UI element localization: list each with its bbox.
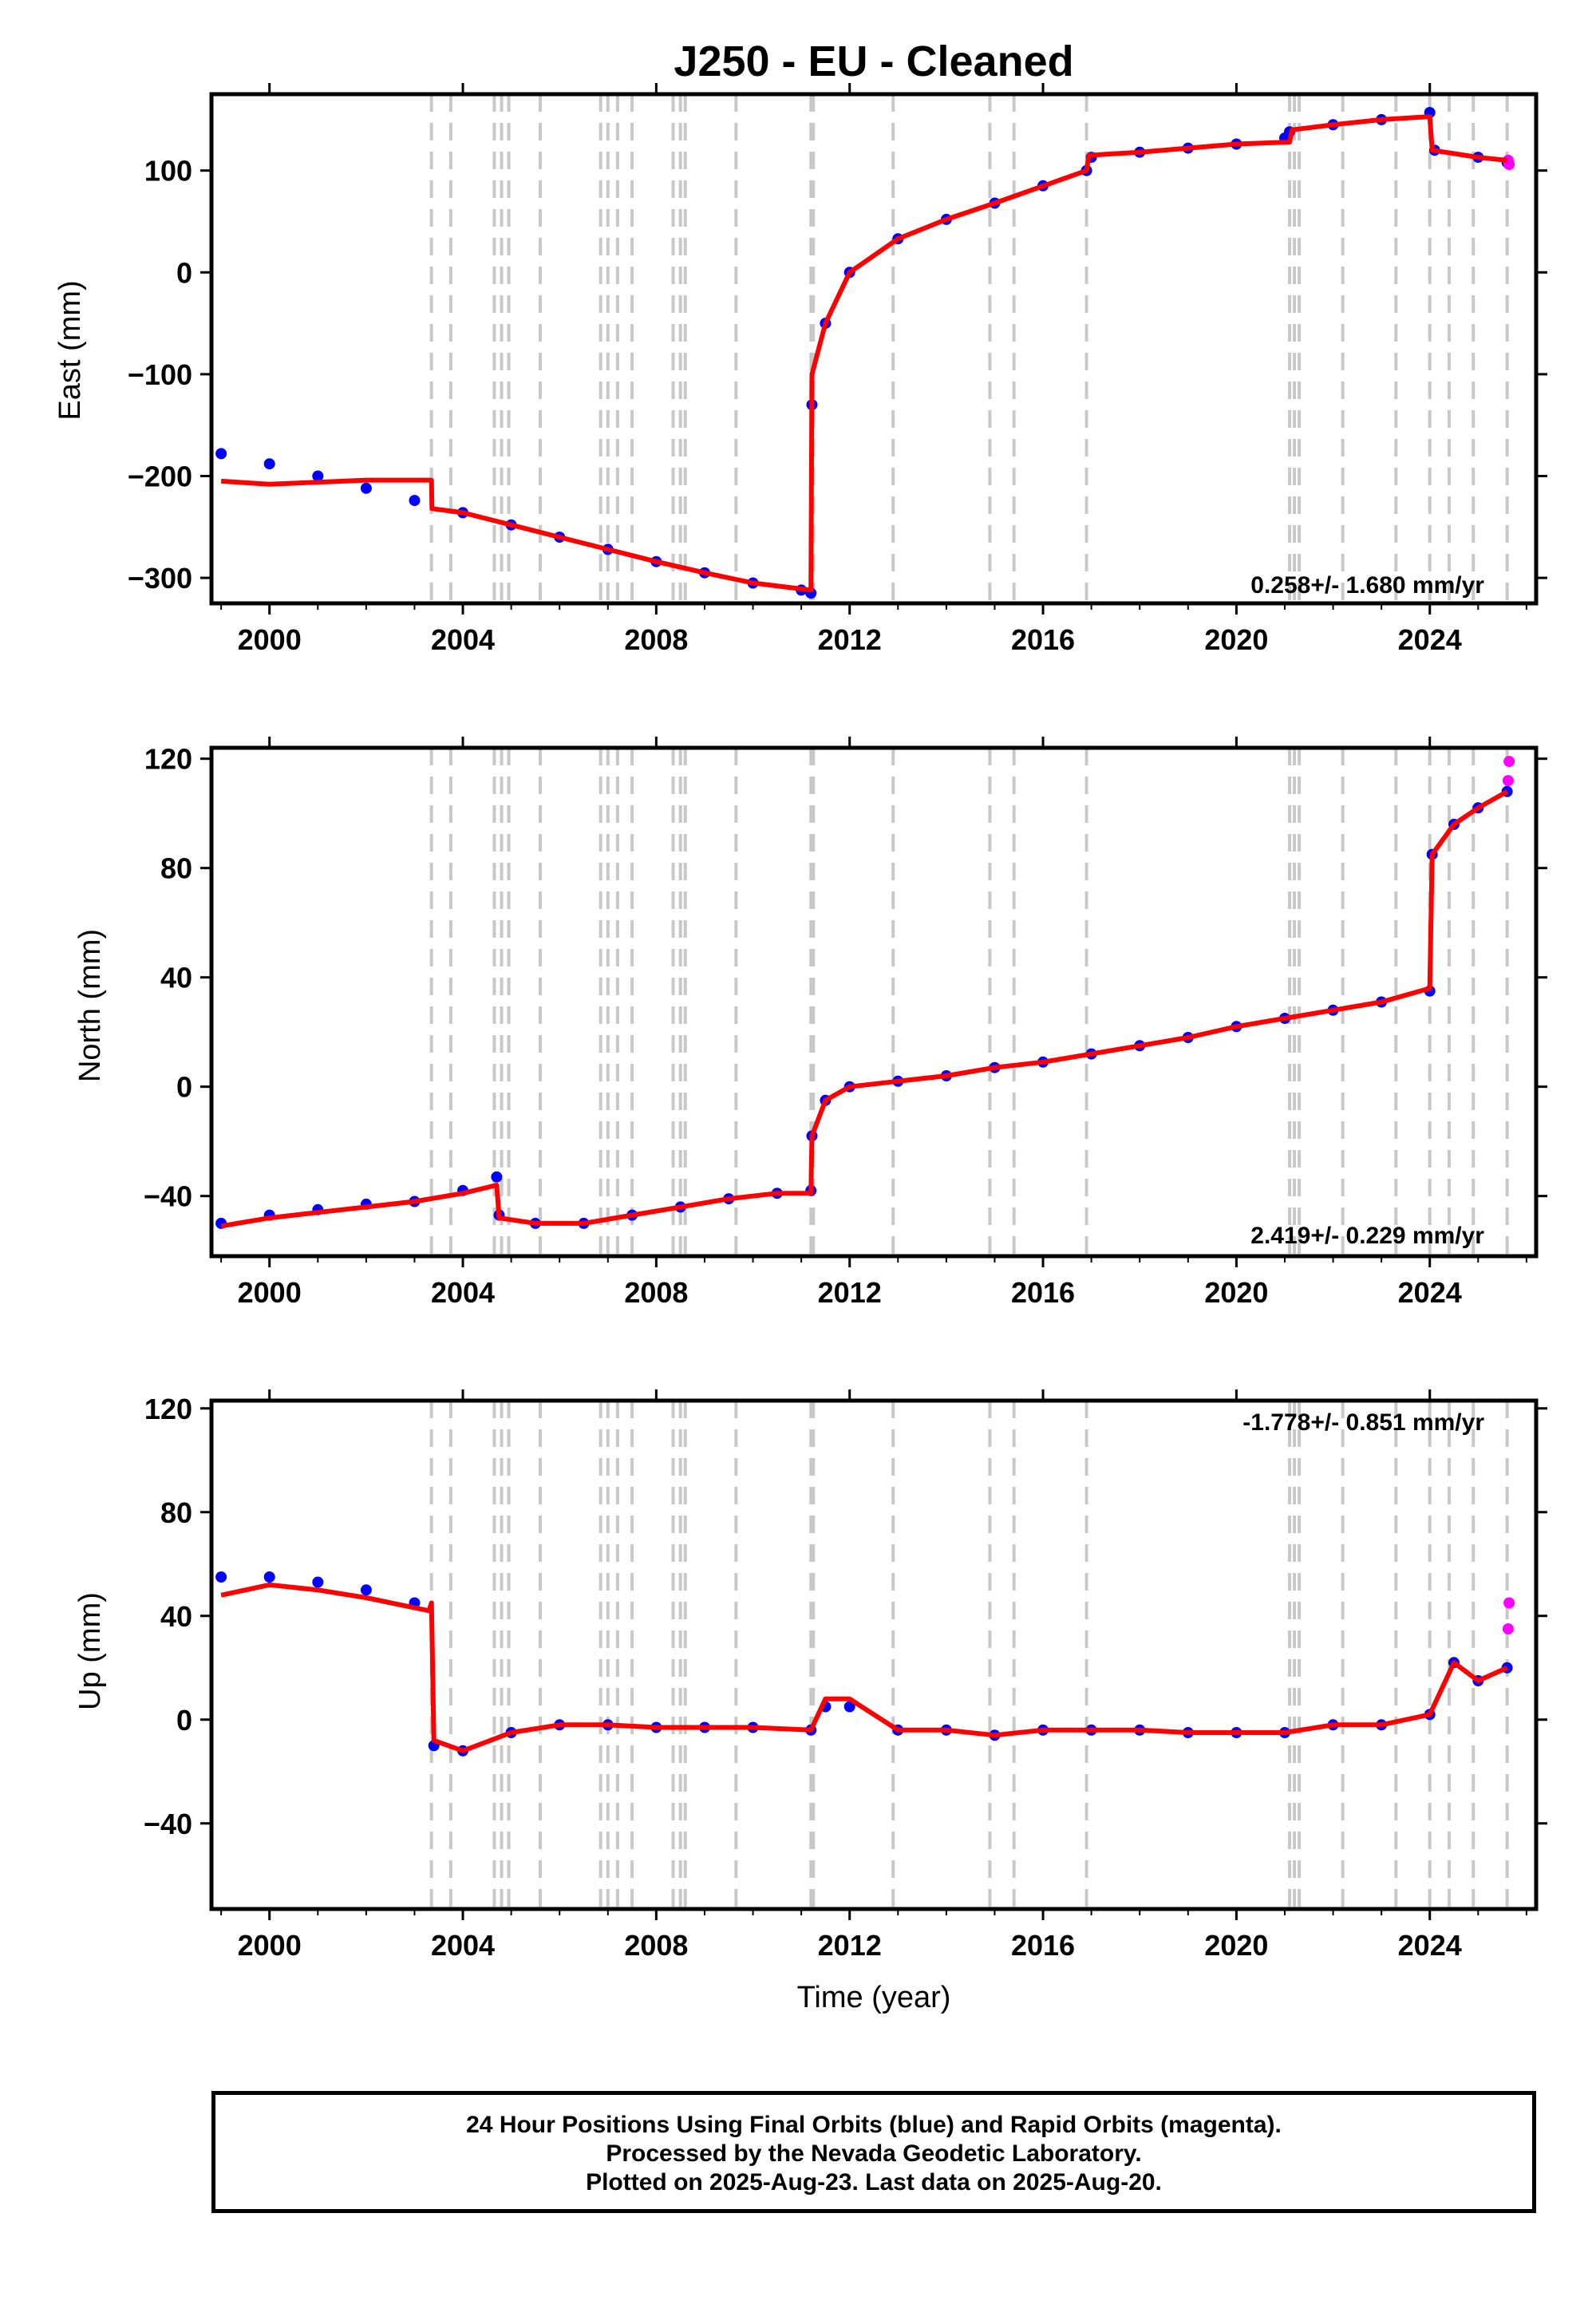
north-final-point	[491, 1171, 503, 1183]
ylabel-north: North (mm)	[73, 929, 107, 1082]
east-y-tick-label: −100	[128, 358, 192, 391]
east-final-point	[263, 458, 275, 470]
up-final-point	[360, 1584, 372, 1596]
east-model-line	[220, 114, 1507, 593]
east-frame	[209, 92, 1539, 606]
east-y-tick-label: 0	[176, 256, 192, 289]
panel-north: North (mm) 2.419+/- 0.229 mm/yr 2000 2004…	[73, 737, 1547, 1309]
up-x-tick-label: 2004	[431, 1929, 495, 1962]
east-x-tick-label: 2000	[238, 623, 302, 656]
rate-label-east: 0.258+/- 1.680 mm/yr	[1250, 572, 1484, 599]
east-final-point	[409, 495, 421, 507]
ylabel-up: Up (mm)	[73, 1592, 107, 1710]
up-x-tick-label: 2000	[238, 1929, 302, 1962]
east-y-tick-label: −200	[128, 460, 192, 493]
rate-label-north: 2.419+/- 0.229 mm/yr	[1250, 1223, 1484, 1249]
north-x-tick-label: 2024	[1398, 1276, 1462, 1309]
up-y-tick-label: 120	[144, 1393, 192, 1425]
east-x-tick-label: 2020	[1204, 623, 1268, 656]
up-rapid-point	[1503, 1597, 1515, 1609]
rate-label-up: -1.778+/- 0.851 mm/yr	[1242, 1409, 1484, 1436]
caption-line-1: 24 Hour Positions Using Final Orbits (bl…	[466, 2112, 1282, 2138]
north-x-tick-label: 2000	[238, 1276, 302, 1309]
ylabel-east: East (mm)	[53, 280, 87, 420]
caption-box: 24 Hour Positions Using Final Orbits (bl…	[211, 2091, 1536, 2213]
figure-title: J250 - EU - Cleaned	[674, 38, 1073, 85]
up-final-point	[843, 1701, 855, 1713]
up-y-tick-label: 0	[176, 1704, 192, 1737]
up-frame	[209, 1398, 1539, 1911]
east-y-tick-label: −300	[128, 562, 192, 595]
east-x-tick-label: 2008	[624, 623, 688, 656]
up-rapid-point	[1502, 1623, 1514, 1634]
up-final-point	[263, 1571, 275, 1583]
x-axis-label: Time (year)	[797, 1981, 951, 2014]
up-final-point	[215, 1571, 227, 1583]
up-x-tick-label: 2024	[1398, 1929, 1462, 1962]
north-x-tick-label: 2008	[624, 1276, 688, 1309]
caption-line-3: Plotted on 2025-Aug-23. Last data on 202…	[586, 2169, 1162, 2195]
east-y-tick-label: 100	[144, 155, 192, 188]
east-x-tick-label: 2016	[1011, 623, 1075, 656]
north-y-tick-label: 40	[160, 962, 192, 994]
up-plot-area	[215, 1401, 1515, 1909]
up-final-point	[312, 1576, 324, 1588]
panel-up: Up (mm) -1.778+/- 0.851 mm/yr 2000 2004 20…	[73, 1389, 1547, 1962]
east-x-tick-label: 2024	[1398, 623, 1462, 656]
north-frame	[209, 745, 1539, 1259]
caption-line-2: Processed by the Nevada Geodetic Laborat…	[606, 2140, 1142, 2167]
north-x-tick-label: 2016	[1011, 1276, 1075, 1309]
panel-east: East (mm) 0.258+/- 1.680 mm/yr 2000 2004 2…	[53, 83, 1547, 656]
north-y-tick-label: 120	[144, 743, 192, 776]
up-y-tick-label: 80	[160, 1496, 192, 1529]
north-y-tick-label: 80	[160, 852, 192, 885]
east-final-point	[215, 448, 227, 460]
up-model-line	[220, 1582, 1508, 1753]
north-rapid-point	[1502, 775, 1514, 787]
east-plot-area	[215, 94, 1515, 603]
east-final-point	[312, 470, 324, 482]
north-rapid-point	[1503, 756, 1515, 768]
east-x-tick-label: 2004	[431, 623, 495, 656]
east-x-tick-label: 2012	[818, 623, 882, 656]
north-model-line	[220, 789, 1509, 1229]
north-y-tick-label: −40	[144, 1180, 192, 1213]
up-x-tick-label: 2012	[818, 1929, 882, 1962]
east-final-point	[360, 482, 372, 494]
up-x-tick-label: 2008	[624, 1929, 688, 1962]
north-x-tick-label: 2004	[431, 1276, 495, 1309]
up-x-tick-label: 2020	[1204, 1929, 1268, 1962]
north-x-tick-label: 2012	[818, 1276, 882, 1309]
up-x-tick-label: 2016	[1011, 1929, 1075, 1962]
up-y-tick-label: 40	[160, 1600, 192, 1633]
north-x-tick-label: 2020	[1204, 1276, 1268, 1309]
up-y-tick-label: −40	[144, 1808, 192, 1840]
north-y-tick-label: 0	[176, 1071, 192, 1104]
north-plot-area	[215, 748, 1515, 1256]
